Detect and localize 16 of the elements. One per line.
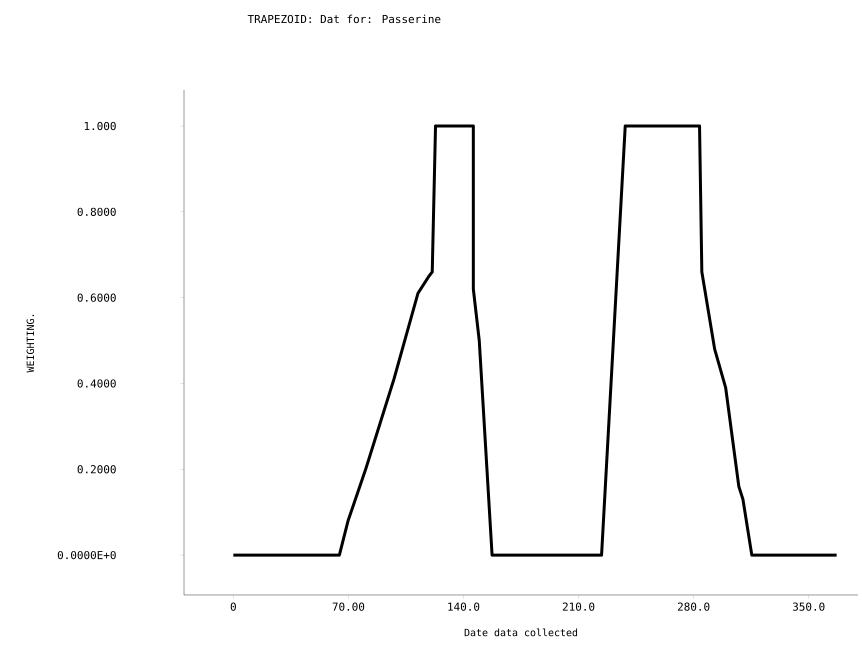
- chart-title: TRAPEZOID: Dat for: Passerine: [248, 14, 440, 24]
- y-tick-label: 1.000: [84, 122, 116, 130]
- y-tick-label: 0.8000: [78, 208, 116, 216]
- y-tick-label: 0.4000: [78, 379, 116, 388]
- y-tick-label: 0.2000: [78, 465, 116, 474]
- y-tick-label: 0.6000: [78, 294, 116, 302]
- x-tick-label: 210.0: [562, 602, 594, 611]
- x-tick-label: 70.00: [332, 602, 364, 611]
- x-tick-label: 280.0: [678, 602, 710, 611]
- x-tick-label: 140.0: [448, 602, 480, 611]
- y-tick-label: 0.0000E+0: [58, 550, 116, 560]
- x-axis-title: Date data collected: [464, 628, 578, 636]
- y-axis-title: WEIGHTING.: [26, 314, 34, 372]
- x-tick-label: 350.0: [792, 602, 824, 611]
- x-tick-label: 0: [230, 602, 236, 611]
- line-series: [232, 124, 838, 557]
